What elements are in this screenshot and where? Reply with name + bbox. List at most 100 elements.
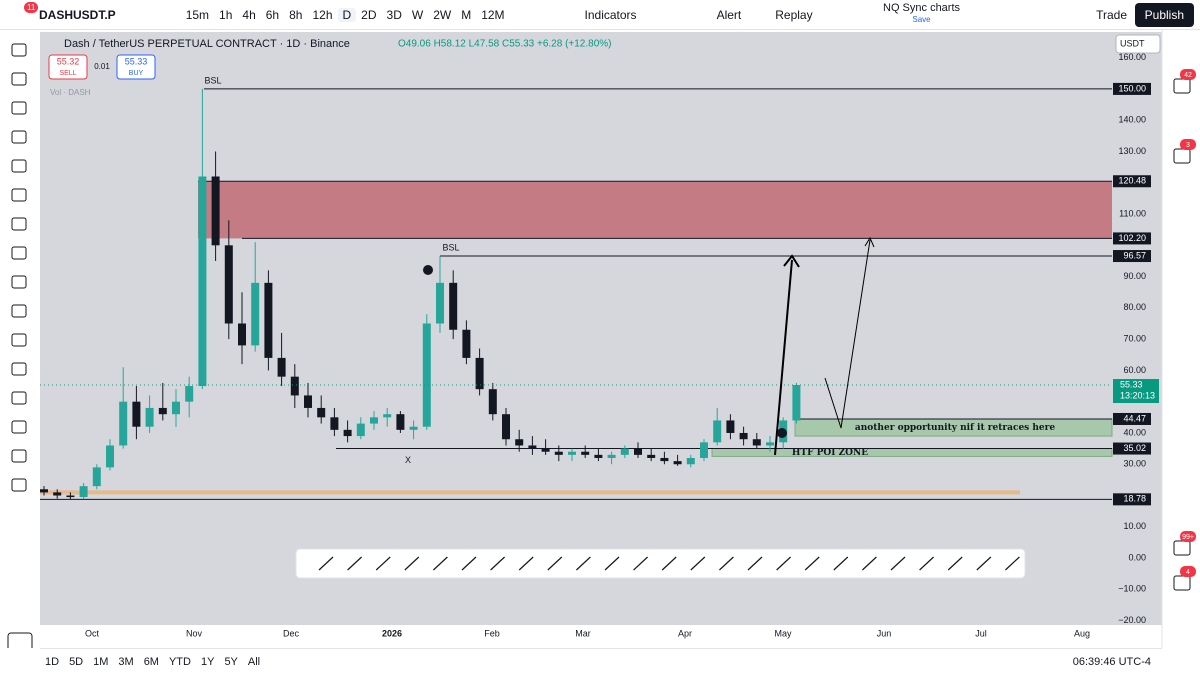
candle-body xyxy=(409,426,418,430)
price-scale xyxy=(1112,32,1162,625)
tool-icon xyxy=(11,43,27,57)
range[interactable]: 3M xyxy=(118,656,134,668)
arrow xyxy=(824,239,871,429)
range[interactable]: 1M xyxy=(93,656,109,668)
sell-price: 55.32 xyxy=(57,56,80,66)
badge xyxy=(1180,139,1196,150)
interval[interactable]: M xyxy=(461,7,472,22)
tool-icon xyxy=(976,556,992,571)
x-tick-label: Nov xyxy=(186,628,203,638)
interval[interactable]: 15m xyxy=(185,7,210,22)
price-tag-label: 150.00 xyxy=(1118,83,1146,93)
drawing-toolbar xyxy=(295,548,1026,579)
candle-body xyxy=(528,445,537,449)
candle-body xyxy=(475,357,484,390)
symbol[interactable]: DASHUSDT.P xyxy=(39,7,116,22)
candle-body xyxy=(594,454,603,458)
tool-icon xyxy=(11,449,27,463)
candle-body xyxy=(211,176,220,246)
interval[interactable]: 2W xyxy=(433,7,452,22)
tool-icon xyxy=(11,188,27,202)
interval[interactable]: D xyxy=(337,7,357,22)
candle-body xyxy=(673,461,682,465)
y-tick-label: 110.00 xyxy=(1119,208,1146,218)
sync-charts[interactable]: NQ Sync charts Save xyxy=(878,3,965,25)
tool-icon xyxy=(919,556,935,571)
candle-body xyxy=(53,492,62,496)
candle-body xyxy=(739,432,748,440)
tool-icon xyxy=(890,556,906,571)
candle-body xyxy=(607,454,616,458)
interval[interactable]: 2D xyxy=(361,7,377,22)
range[interactable]: All xyxy=(247,656,261,668)
candle-body xyxy=(198,176,207,387)
top-toolbar: 11 DASHUSDT.P 15m 1h 4h 6h 8h 12h D 2D 3D W 2W M 12M… xyxy=(0,0,1200,30)
range[interactable]: 5Y xyxy=(224,656,238,668)
price-tag-label: 44.47 xyxy=(1123,413,1146,423)
interval[interactable]: 1h xyxy=(219,7,233,22)
x-tick-label: May xyxy=(774,628,792,638)
tool-icon xyxy=(11,217,27,231)
candle-body xyxy=(581,451,590,455)
candle-body xyxy=(686,457,695,465)
candle-body xyxy=(304,395,312,408)
y-tick-label: 0.00 xyxy=(1128,552,1146,562)
candle-body xyxy=(40,489,48,493)
candle-body xyxy=(172,401,180,415)
range[interactable]: 1Y xyxy=(200,656,215,668)
interval[interactable]: 4h xyxy=(242,7,256,22)
candle-body xyxy=(726,420,735,433)
tool-icon xyxy=(490,556,506,571)
zone xyxy=(198,181,1112,239)
candle-body xyxy=(752,439,761,446)
range[interactable]: 1D xyxy=(45,656,60,668)
arrow xyxy=(774,259,793,456)
candle-body xyxy=(502,414,510,440)
tool-icon xyxy=(518,556,534,571)
candle-body xyxy=(541,448,550,452)
zone-label: another opportunity nif it retraces here xyxy=(855,423,1055,433)
level-annotation: BSL xyxy=(442,242,459,252)
range[interactable]: YTD xyxy=(168,656,191,668)
tool-icon xyxy=(575,556,591,571)
tool-icon xyxy=(1004,556,1020,571)
candle-body xyxy=(119,401,128,446)
zone xyxy=(711,448,1113,457)
interval[interactable]: 12M xyxy=(481,7,505,22)
price-tag xyxy=(1113,412,1151,425)
tool-icon xyxy=(375,556,391,571)
tool-icon xyxy=(11,362,27,376)
candle-body xyxy=(515,439,524,446)
candle-body xyxy=(647,454,656,458)
currency-box xyxy=(1115,34,1161,54)
interval[interactable]: 6h xyxy=(265,7,280,22)
tool-icon xyxy=(11,333,27,347)
interval[interactable]: W xyxy=(411,7,424,22)
interval[interactable]: 12h xyxy=(312,7,333,22)
badge-label: 42 xyxy=(1184,72,1192,79)
interval[interactable]: 3D xyxy=(386,7,402,22)
tool-icon xyxy=(833,556,849,571)
price-tag-label: 102.20 xyxy=(1118,233,1146,243)
spread: 0.01 xyxy=(94,62,110,71)
price-tag-label: 96.57 xyxy=(1123,250,1146,260)
interval[interactable]: 8h xyxy=(289,7,303,22)
x-tick-label: Aug xyxy=(1074,628,1090,638)
trade[interactable]: Trade xyxy=(1096,7,1127,22)
alert[interactable]: Alert xyxy=(716,7,742,22)
publish[interactable]: Publish xyxy=(1134,2,1194,27)
legend-ohlc: O49.06 H58.12 L47.58 C55.33 +6.28 (+12.8… xyxy=(398,39,612,50)
tool-icon xyxy=(747,556,763,571)
candle-body xyxy=(251,282,260,346)
candle-body xyxy=(356,423,365,437)
range[interactable]: 5D xyxy=(69,656,84,668)
candle-body xyxy=(554,451,563,455)
indicators[interactable]: Indicators xyxy=(584,7,637,22)
right-sidebar xyxy=(1162,30,1200,648)
price-tag xyxy=(1113,82,1151,95)
y-tick-label: 30.00 xyxy=(1123,459,1146,469)
range[interactable]: 6M xyxy=(143,656,159,668)
ranges: 1D 5D 1M 3M 6M YTD 1Y 5Y All xyxy=(40,656,265,668)
notification-badge: 11 xyxy=(24,2,39,13)
replay[interactable]: Replay xyxy=(775,7,813,22)
